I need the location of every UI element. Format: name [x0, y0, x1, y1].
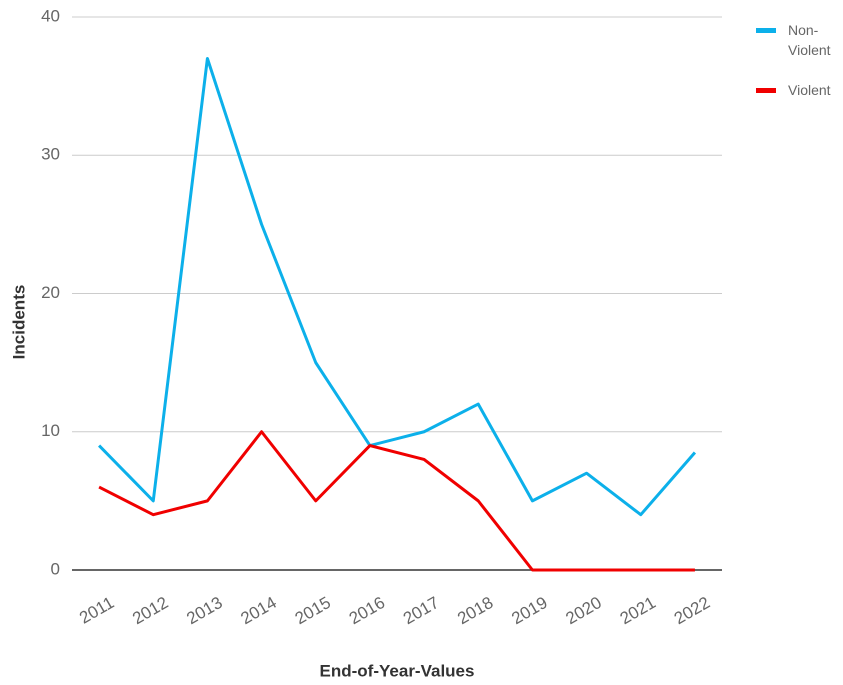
y-tick-label: 20	[41, 283, 60, 302]
x-tick-label: 2017	[400, 593, 442, 628]
x-tick-label: 2011	[76, 593, 117, 628]
x-axis-title: End-of-Year-Values	[320, 661, 475, 680]
y-tick-label: 0	[51, 559, 60, 578]
y-tick-label: 40	[41, 6, 60, 25]
legend-label: Violent	[788, 82, 831, 98]
legend-label: Non-Violent	[788, 22, 831, 58]
x-tick-label: 2021	[617, 593, 659, 628]
x-tick-label: 2022	[671, 593, 713, 628]
x-tick-label: 2020	[563, 593, 605, 628]
legend-swatch	[756, 28, 776, 33]
y-tick-label: 30	[41, 145, 60, 164]
x-tick-label: 2019	[508, 593, 550, 628]
legend-swatch	[756, 88, 776, 93]
x-tick-label: 2015	[292, 593, 334, 628]
series-line	[98, 430, 695, 572]
series-line	[98, 56, 697, 517]
legend-item: Violent	[756, 80, 831, 100]
x-tick-label: 2014	[238, 593, 280, 628]
x-tick-label: 2016	[346, 593, 388, 628]
x-tick-label: 2013	[183, 593, 225, 628]
y-axis-title: Incidents	[9, 285, 28, 360]
x-tick-label: 2018	[454, 593, 496, 628]
x-tick-label: 2012	[129, 593, 171, 628]
legend-item: Non-Violent	[756, 20, 831, 60]
y-tick-label: 10	[41, 421, 60, 440]
